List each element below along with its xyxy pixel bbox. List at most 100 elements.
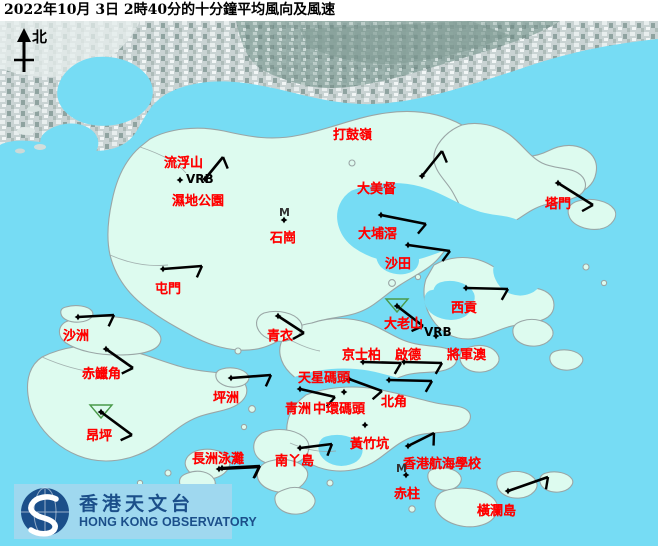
station-label: 沙田	[385, 257, 412, 272]
wind-barb-shaft	[348, 377, 383, 393]
station-marker[interactable]	[176, 176, 184, 184]
station-marker[interactable]	[280, 216, 288, 224]
station-label: 塔門	[545, 197, 572, 212]
islet	[234, 347, 242, 355]
station-label: 流浮山	[164, 156, 204, 171]
islet	[408, 505, 416, 513]
station-label: 屯門	[155, 282, 182, 297]
station-marker[interactable]	[432, 332, 440, 340]
page-title: 2022年10月 3日 2時40分的十分鐘平均風向及風速	[4, 2, 336, 18]
islet	[414, 273, 422, 281]
wind-barb-shaft	[407, 431, 435, 448]
wind-barb-shaft	[100, 410, 133, 437]
hko-name-chinese: 香港天文台	[79, 492, 195, 515]
mainland-satellite-area	[0, 21, 658, 163]
east-islet	[459, 344, 500, 373]
wind-barb-shaft	[557, 181, 594, 207]
plover-cove-peninsula	[433, 122, 587, 230]
wind-barb-feather	[544, 476, 550, 490]
station-label: 中環碼頭	[313, 402, 366, 417]
station-label: 昂坪	[86, 429, 113, 444]
wind-barb-feather	[581, 203, 594, 213]
wind-barb-feather	[411, 324, 424, 333]
title-bar: 2022年10月 3日 2時40分的十分鐘平均風向及風速	[0, 0, 658, 21]
waglan-island	[496, 470, 538, 499]
hko-name-english: HONG KONG OBSERVATORY	[79, 514, 257, 529]
lamma-island	[253, 428, 310, 467]
station-label: 青洲	[285, 402, 312, 417]
station-label: 大美督	[357, 182, 397, 197]
wind-barb-shaft	[362, 360, 402, 365]
station-label: 天星碼頭	[298, 371, 351, 386]
missing-data-marker: M	[396, 462, 407, 475]
station-marker[interactable]	[402, 471, 410, 479]
station-label: 橫瀾島	[477, 504, 517, 519]
highland-station-triangle	[88, 404, 114, 420]
islet	[326, 479, 334, 487]
wind-barb-feather	[221, 156, 229, 170]
wind-barb-feather	[371, 390, 383, 401]
hongkong-landmass	[26, 110, 617, 528]
wind-barbs-layer	[77, 150, 594, 493]
station-label: 坪洲	[213, 391, 240, 406]
station-label: 長洲泳灘	[192, 452, 245, 467]
station-marker[interactable]	[340, 388, 348, 396]
station-label: 南丫島	[275, 454, 315, 469]
wind-barb-shaft	[388, 378, 433, 383]
wind-barb-shaft	[77, 313, 115, 319]
station-label: 青衣	[267, 329, 294, 344]
station-label: 北角	[381, 395, 408, 410]
wind-barb-feather	[326, 443, 334, 457]
east-islet-2	[512, 318, 554, 347]
wind-barb-feather	[107, 314, 116, 327]
station-label: 打鼓嶺	[333, 128, 373, 143]
wind-barb-feather	[120, 433, 133, 442]
sha-chau	[60, 305, 94, 323]
hko-logo-mark	[18, 486, 72, 538]
tap-mun-islet	[567, 198, 617, 230]
north-label: 北	[32, 28, 48, 46]
wind-barb-shaft	[396, 304, 424, 328]
wind-barb-shaft	[218, 465, 260, 471]
wind-barb-feather	[424, 380, 434, 393]
wind-barb-feather	[264, 374, 273, 387]
station-label: 石崗	[270, 231, 297, 246]
station-label: 香港航海學校	[403, 457, 482, 472]
wind-barb-feather	[440, 150, 448, 164]
coastline-detail	[41, 146, 337, 452]
station-label: 大老山	[384, 317, 424, 332]
wind-barb-feather	[292, 331, 305, 340]
wind-barb-shaft	[465, 286, 509, 291]
islet	[248, 405, 256, 413]
wind-barb-feather	[434, 362, 444, 375]
station-marker[interactable]	[361, 421, 369, 429]
station-label: 將軍澳	[447, 348, 487, 363]
missing-data-marker: M	[279, 206, 290, 219]
wind-barb-shaft	[162, 264, 203, 271]
station-label: 赤鱲角	[82, 367, 122, 382]
east-islet-3	[549, 349, 584, 371]
wind-barb-feather	[393, 362, 403, 375]
station-label: 赤柱	[394, 487, 421, 502]
station-label: 西貢	[451, 301, 478, 316]
islet	[348, 159, 356, 167]
islet	[600, 279, 608, 287]
wind-barb-shaft	[407, 243, 451, 253]
station-label: 京士柏	[342, 348, 382, 363]
wind-barb-shaft	[105, 347, 134, 370]
wind-barb-feather	[417, 223, 427, 235]
station-label: 大埔滘	[358, 227, 398, 242]
wind-barb-feather	[252, 466, 261, 479]
wind-barb-feather	[441, 250, 451, 262]
wind-barb-shaft	[420, 150, 444, 177]
north-arrow-icon: 北	[6, 26, 66, 76]
wind-barb-feather	[121, 366, 134, 375]
wind-barb-shaft	[230, 373, 272, 380]
wind-barb-shaft	[507, 475, 549, 493]
map-graphics	[0, 21, 658, 546]
wind-barb-shaft	[403, 360, 443, 365]
station-label: 啟德	[395, 348, 422, 363]
variable-wind-marker: VRB	[186, 172, 214, 186]
lantau-island	[26, 344, 248, 462]
